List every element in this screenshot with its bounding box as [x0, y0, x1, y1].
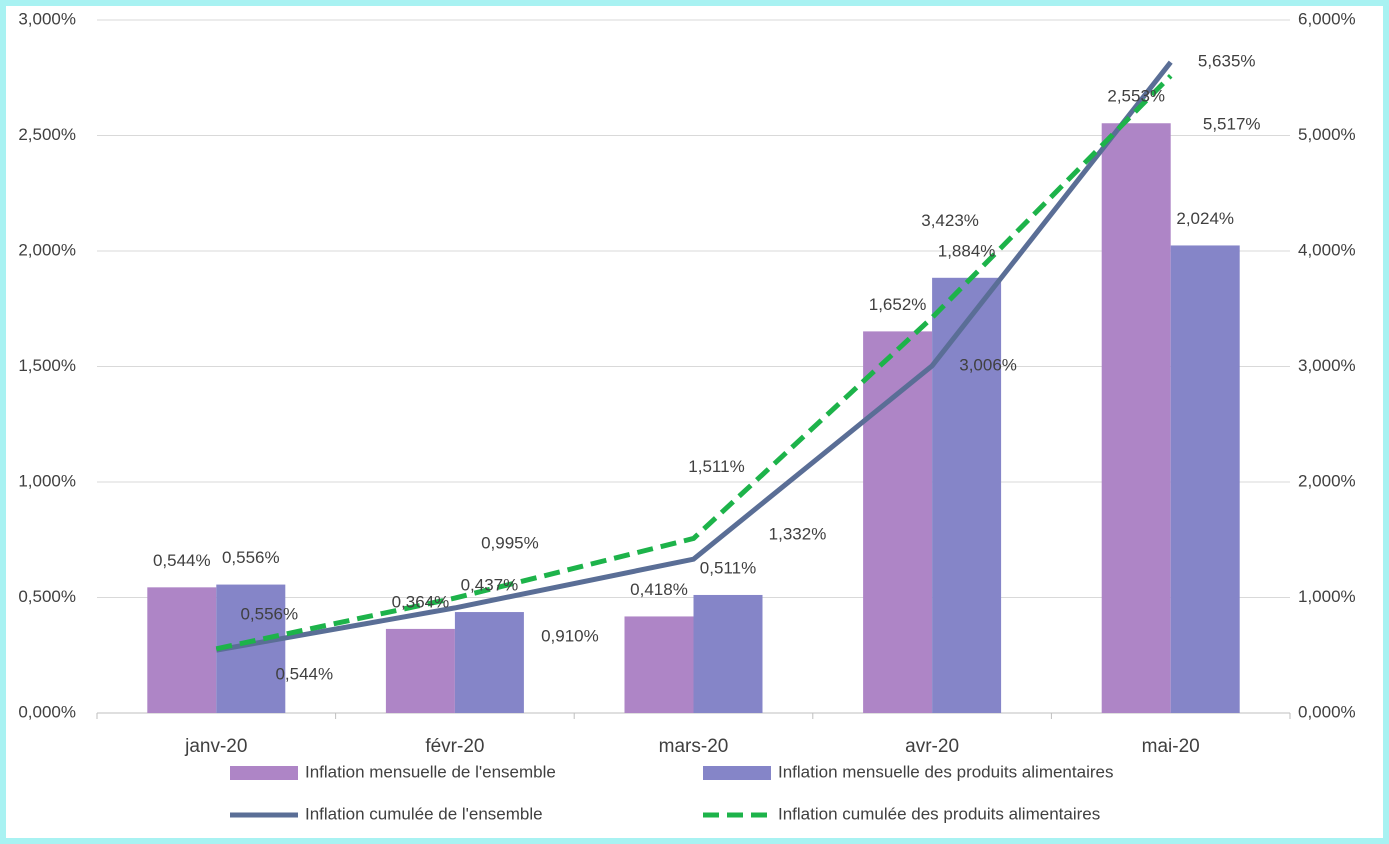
- legend-label: Inflation mensuelle de l'ensemble: [305, 762, 556, 781]
- bar: [385, 628, 455, 713]
- y-tick-label: 1,500%: [18, 356, 76, 375]
- data-label: 0,995%: [481, 534, 539, 553]
- data-label: 3,423%: [921, 211, 979, 230]
- x-tick-label: janv-20: [184, 736, 247, 757]
- legend-swatch: [230, 766, 298, 780]
- data-label: 1,511%: [688, 457, 744, 476]
- data-label: 1,884%: [938, 241, 996, 260]
- data-label: 1,332%: [769, 525, 827, 544]
- data-label: 2,024%: [1176, 209, 1234, 228]
- data-label: 0,418%: [630, 580, 688, 599]
- bar: [1170, 245, 1240, 713]
- y2-tick-label: 6,000%: [1298, 9, 1356, 28]
- bar: [147, 587, 217, 713]
- x-tick-label: mai-20: [1142, 736, 1200, 757]
- line: [215, 74, 1173, 652]
- data-label: 0,544%: [153, 551, 211, 570]
- y-tick-label: 2,000%: [18, 240, 76, 259]
- bar: [863, 331, 933, 713]
- data-label: 2,553%: [1107, 87, 1165, 106]
- data-label: 5,635%: [1198, 52, 1256, 71]
- data-label: 0,437%: [461, 576, 519, 595]
- x-tick-label: avr-20: [905, 736, 959, 757]
- legend-label: Inflation cumulée des produits alimentai…: [778, 804, 1100, 823]
- y-tick-label: 2,500%: [18, 125, 76, 144]
- chart: 0,000% 0,500% 1,000% 1,500% 2,000% 2,500% 3,00…: [18, 9, 1356, 823]
- legend-swatch: [703, 766, 771, 780]
- y-tick-label: 1,000%: [18, 471, 76, 490]
- y2-tick-label: 3,000%: [1298, 356, 1356, 375]
- x-tick-label: févr-20: [425, 736, 484, 757]
- y-tick-label: 3,000%: [18, 9, 76, 28]
- data-label: 0,556%: [222, 548, 280, 567]
- legend-label: Inflation cumulée de l'ensemble: [305, 804, 543, 823]
- line: [215, 60, 1173, 653]
- data-label: 0,364%: [392, 592, 450, 611]
- legend-label: Inflation mensuelle des produits aliment…: [778, 762, 1113, 781]
- y-tick-label: 0,000%: [18, 702, 76, 721]
- data-label: 0,910%: [541, 626, 599, 645]
- bar: [1101, 123, 1171, 713]
- data-label: 1,652%: [869, 295, 927, 314]
- bar: [693, 594, 763, 713]
- data-label: 0,556%: [240, 604, 298, 623]
- data-label: 3,006%: [959, 355, 1017, 374]
- data-label: 0,511%: [700, 558, 756, 577]
- bar: [454, 612, 524, 713]
- y2-tick-label: 4,000%: [1298, 240, 1356, 259]
- y2-tick-label: 1,000%: [1298, 587, 1356, 606]
- bar: [624, 616, 694, 713]
- y2-tick-label: 5,000%: [1298, 125, 1356, 144]
- data-label: 5,517%: [1203, 114, 1261, 133]
- y-tick-label: 0,500%: [18, 587, 76, 606]
- bar: [932, 277, 1002, 713]
- x-tick-label: mars-20: [659, 736, 729, 757]
- data-label: 0,544%: [275, 665, 333, 684]
- y2-tick-label: 0,000%: [1298, 702, 1356, 721]
- y2-tick-label: 2,000%: [1298, 471, 1356, 490]
